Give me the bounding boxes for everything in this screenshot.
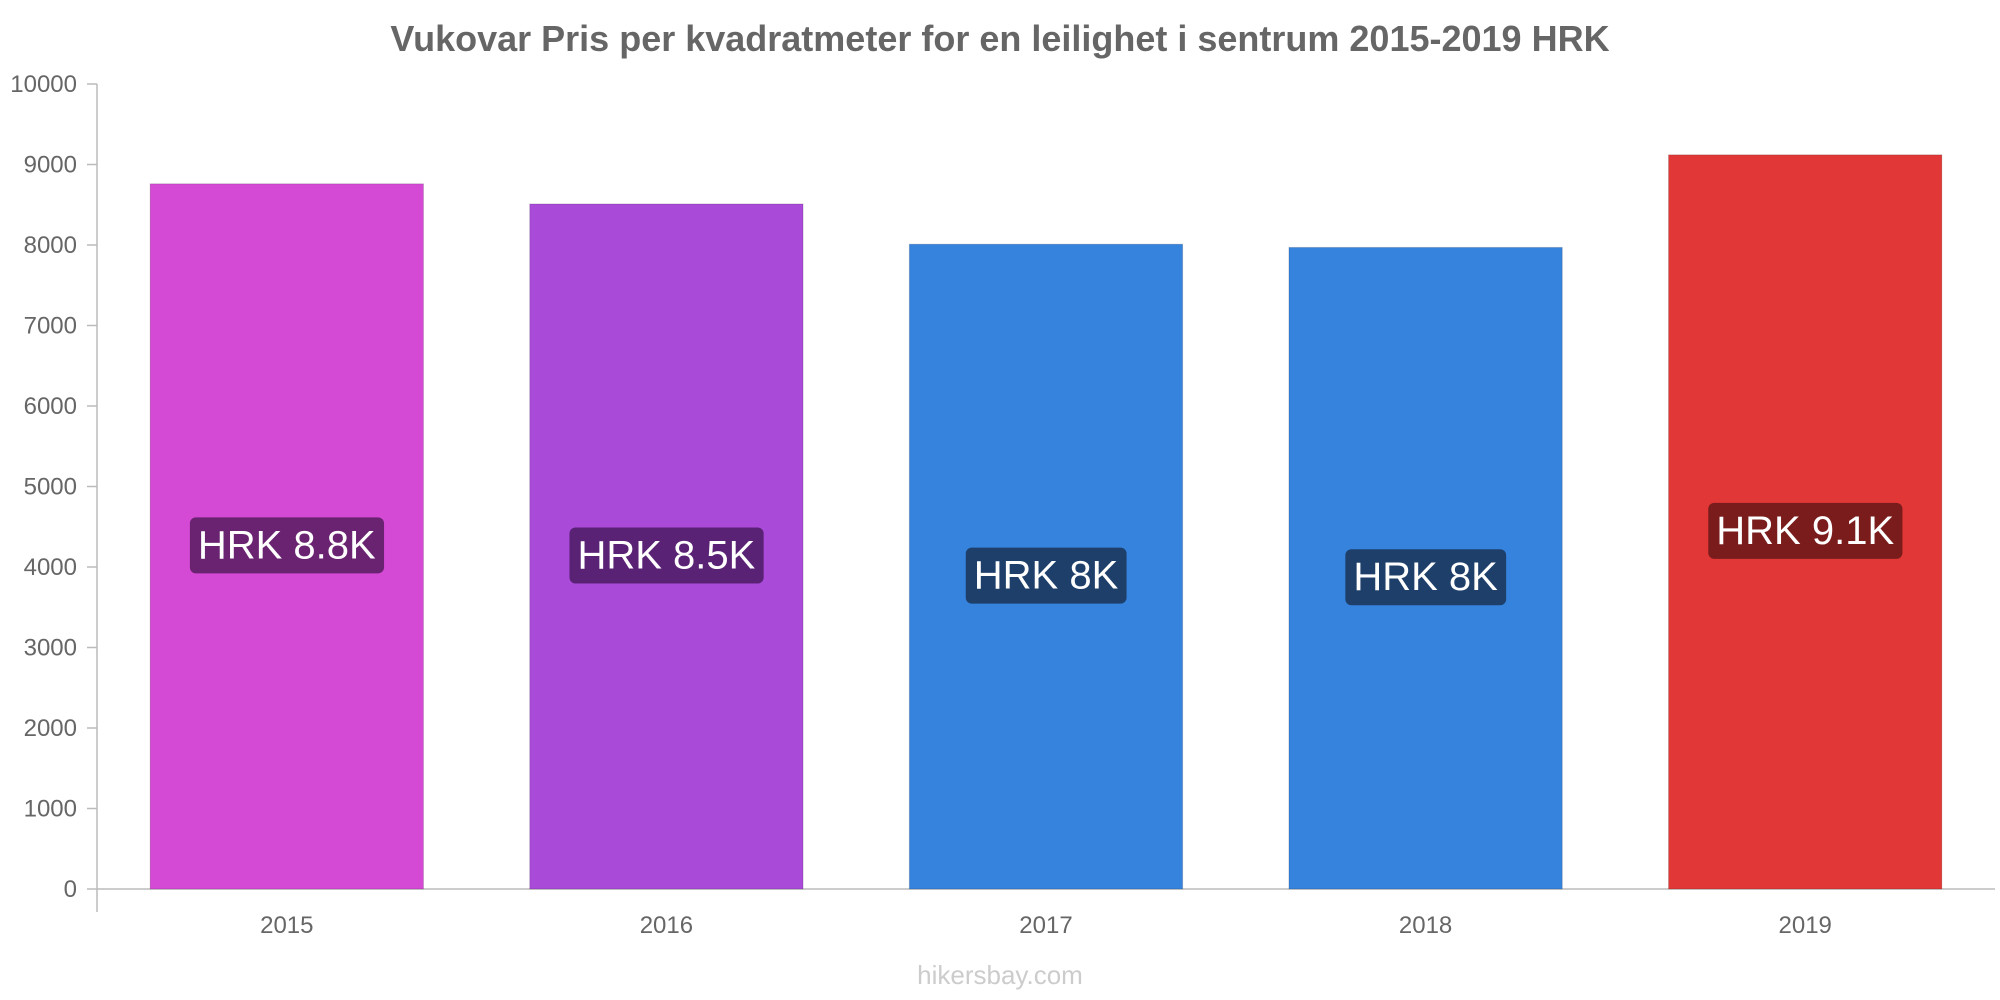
y-tick-label: 6000 [24, 393, 77, 420]
y-tick-label: 1000 [24, 796, 77, 823]
y-tick-label: 9000 [24, 152, 77, 179]
data-label-box [1708, 502, 1903, 559]
data-label-box [569, 527, 764, 584]
bar-group [149, 154, 1943, 890]
data-label-group: HRK 8.8K HRK 8.5K HRK 8K HRK 8K HRK 9.1K [189, 502, 1903, 606]
data-label-2015: HRK 8.8K [189, 517, 385, 574]
y-tick-label: 0 [64, 876, 77, 903]
data-label-text: HRK 8K [1353, 555, 1498, 599]
x-tick-label: 2016 [640, 912, 693, 939]
x-tick-label: 2019 [1779, 912, 1832, 939]
y-tick-label: 2000 [24, 715, 77, 742]
y-tick-label: 5000 [24, 474, 77, 501]
y-tick-label: 7000 [24, 313, 77, 340]
data-label-box [189, 517, 385, 574]
watermark: hikersbay.com [917, 960, 1083, 990]
data-label-text: HRK 9.1K [1716, 509, 1894, 553]
y-tick-label: 4000 [24, 554, 77, 581]
data-label-2018: HRK 8K [1345, 549, 1507, 606]
data-label-text: HRK 8.5K [577, 533, 755, 577]
data-label-text: HRK 8.8K [198, 523, 376, 567]
y-tick-label: 8000 [24, 232, 77, 259]
data-label-box [1345, 549, 1507, 606]
y-tick-label: 10000 [10, 71, 77, 98]
data-label-2016: HRK 8.5K [569, 527, 764, 584]
data-label-text: HRK 8K [974, 554, 1119, 598]
y-tick-label: 3000 [24, 635, 77, 662]
data-label-box [965, 547, 1127, 604]
x-tick-label: 2015 [260, 912, 313, 939]
x-tick-label: 2018 [1399, 912, 1452, 939]
data-label-2019: HRK 9.1K [1708, 502, 1903, 559]
chart-title: Vukovar Pris per kvadratmeter for en lei… [390, 18, 1610, 59]
data-label-2017: HRK 8K [965, 547, 1127, 604]
x-tick-label: 2017 [1019, 912, 1072, 939]
